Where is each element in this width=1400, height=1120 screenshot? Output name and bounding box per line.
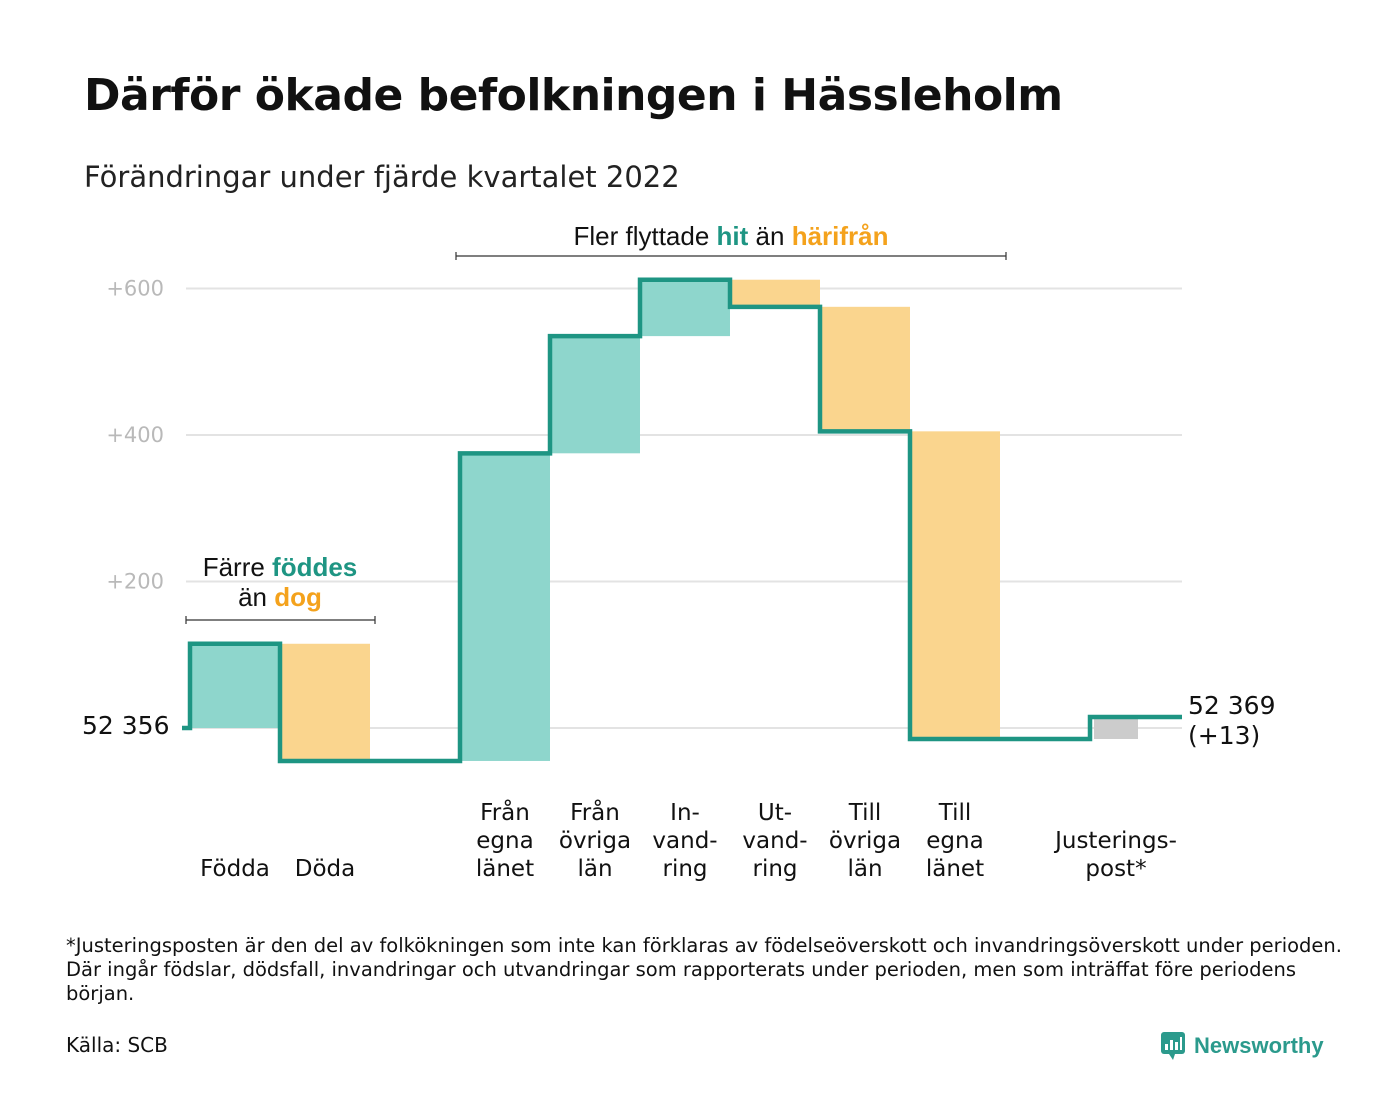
bar-invandring bbox=[640, 279, 730, 337]
end-change-label: (+13) bbox=[1188, 721, 1260, 750]
x-axis-label: övriga bbox=[559, 828, 631, 854]
migration-annotation-text: Fler flyttade hit än härifrån bbox=[573, 221, 888, 251]
x-axis-label: ring bbox=[752, 856, 797, 882]
x-axis-label: ring bbox=[662, 856, 707, 882]
newsworthy-logo-icon bbox=[1161, 1032, 1185, 1060]
x-axis-label: vand- bbox=[652, 828, 717, 854]
births-annotation: Färre föddes än dog bbox=[185, 552, 376, 624]
bar-födda bbox=[190, 643, 280, 728]
x-axis-label: länet bbox=[476, 856, 534, 882]
x-axis-label: Till bbox=[938, 800, 972, 826]
x-axis-label: post* bbox=[1085, 856, 1146, 882]
bar-döda bbox=[280, 643, 370, 761]
bar-utvandring bbox=[730, 279, 820, 307]
bar-tillegnalänet bbox=[910, 431, 1000, 739]
x-axis-label: Döda bbox=[295, 856, 355, 882]
x-axis-labels: Födda DödaFrånegnalänetFrånövrigalänIn-va… bbox=[200, 798, 1177, 882]
x-axis-label: Till bbox=[848, 800, 882, 826]
chart-subtitle: Förändringar under fjärde kvartalet 2022 bbox=[84, 160, 680, 194]
migration-bracket bbox=[455, 252, 1007, 260]
chart-title: Därför ökade befolkningen i Hässleholm bbox=[84, 70, 1063, 121]
x-axis-label: In- bbox=[670, 800, 700, 826]
x-axis-label: länet bbox=[926, 856, 984, 882]
births-annotation-line1: Färre föddes bbox=[203, 552, 358, 582]
births-annotation-line2: än dog bbox=[238, 582, 322, 612]
x-axis-label: övriga bbox=[829, 828, 901, 854]
x-axis-label: län bbox=[577, 856, 612, 882]
brand: Newsworthy bbox=[1160, 1028, 1324, 1064]
y-tick-label: +200 bbox=[106, 570, 164, 594]
births-bracket bbox=[185, 616, 376, 624]
cumulative-step-line bbox=[182, 277, 1182, 764]
end-value-label: 52 369 bbox=[1188, 691, 1275, 720]
y-tick-label: +400 bbox=[106, 423, 164, 447]
footnote: *Justeringsposten är den del av folkökni… bbox=[66, 934, 1342, 1005]
x-axis-label: Från bbox=[480, 798, 530, 826]
y-axis-ticks: +200 +400 +600 bbox=[106, 277, 164, 594]
x-axis-label: Justerings- bbox=[1053, 828, 1177, 854]
x-axis-label: Födda bbox=[200, 856, 270, 882]
bar-justeringspost bbox=[1094, 717, 1138, 739]
bars bbox=[190, 279, 1138, 761]
x-axis-label: Ut- bbox=[758, 800, 792, 826]
bar-tillövrigalän bbox=[820, 306, 910, 432]
x-axis-label: egna bbox=[926, 828, 983, 854]
x-axis-label: Från bbox=[570, 798, 620, 826]
migration-annotation: Fler flyttade hit än härifrån bbox=[455, 221, 1007, 260]
x-axis-label: län bbox=[847, 856, 882, 882]
y-tick-label: +600 bbox=[106, 277, 164, 301]
brand-name: Newsworthy bbox=[1194, 1033, 1324, 1058]
bar-frånövrigalän bbox=[550, 336, 640, 454]
bar-frånegnalänet bbox=[460, 453, 550, 761]
start-value-label: 52 356 bbox=[82, 711, 169, 740]
x-axis-label: egna bbox=[476, 828, 533, 854]
x-axis-label: vand- bbox=[742, 828, 807, 854]
source-credit: Källa: SCB bbox=[66, 1033, 168, 1057]
